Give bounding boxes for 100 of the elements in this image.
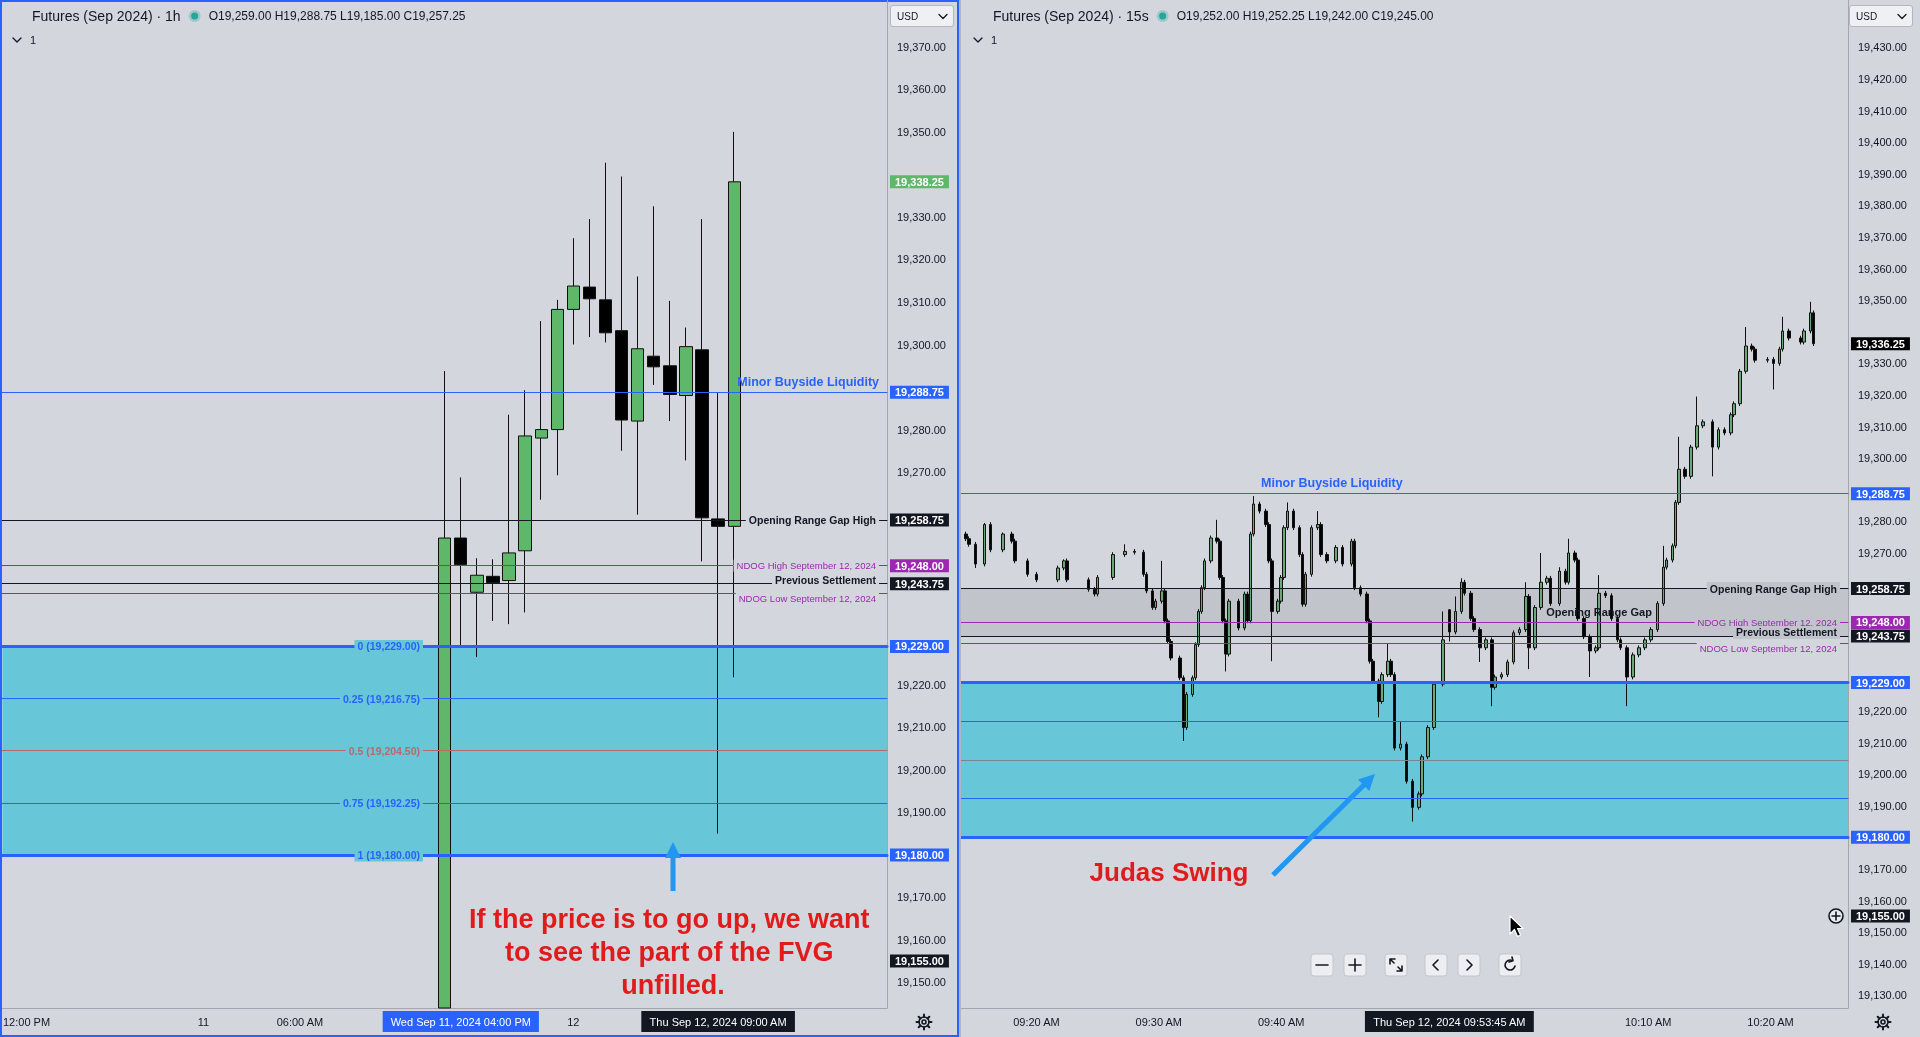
y-tick-label: 19,400.00 bbox=[1858, 136, 1907, 149]
x-tick-label: 12:00 PM bbox=[2, 1015, 51, 1028]
candlestick bbox=[1683, 466, 1687, 480]
ref-line-label: NDOG High September 12, 2024 bbox=[736, 560, 876, 572]
candlestick bbox=[1334, 544, 1338, 564]
text: 19,180.00 bbox=[1856, 831, 1905, 844]
candlestick bbox=[1035, 571, 1038, 583]
candlestick bbox=[1772, 356, 1775, 390]
candlestick bbox=[1209, 535, 1213, 564]
text: 19,155.00 bbox=[895, 955, 944, 967]
text: 19,155.00 bbox=[1856, 910, 1905, 922]
ref-line-label: 0.5 (19,204.50) bbox=[348, 744, 420, 757]
candlestick bbox=[1399, 720, 1402, 751]
x-tick-label: Thu Sep 12, 2024 09:00 AM bbox=[649, 1015, 787, 1028]
annotation: O19,252.00 H19,252.25 L19,242.00 C19,245.00 bbox=[1176, 9, 1434, 23]
candlestick bbox=[535, 320, 548, 501]
candlestick bbox=[1649, 626, 1653, 643]
candlestick bbox=[989, 521, 992, 553]
candlestick bbox=[1426, 724, 1430, 760]
candlestick bbox=[551, 299, 564, 476]
y-tick-label: 19,210.00 bbox=[1858, 736, 1907, 749]
dropdown: USD bbox=[1849, 5, 1913, 27]
candlestick bbox=[1631, 652, 1635, 680]
dropdown: USD bbox=[890, 5, 954, 27]
candlestick bbox=[1549, 575, 1552, 607]
candlestick bbox=[983, 522, 986, 567]
ref-line-label: Opening Range Gap High bbox=[748, 513, 876, 526]
text: 19,338.25 bbox=[895, 175, 944, 188]
candlestick bbox=[1065, 558, 1069, 583]
y-tick-label: 19,300.00 bbox=[897, 338, 946, 351]
candlestick bbox=[486, 558, 500, 622]
y-tick-label: 19,370.00 bbox=[897, 40, 946, 53]
y-tick-label: 19,150.00 bbox=[897, 976, 946, 989]
candlestick bbox=[1744, 326, 1748, 375]
ref-line-label: Previous Settlement bbox=[775, 574, 877, 587]
candlestick bbox=[1717, 426, 1720, 450]
candlestick bbox=[967, 535, 971, 548]
candlestick bbox=[1133, 548, 1136, 556]
x-tick-label: 09:20 AM bbox=[1013, 1015, 1060, 1028]
candlestick bbox=[1310, 524, 1313, 578]
text: 19,258.75 bbox=[1856, 582, 1905, 595]
y-tick-label: 19,130.00 bbox=[1858, 989, 1907, 1002]
text: 19,288.75 bbox=[1856, 487, 1905, 500]
y-tick-label: 19,220.00 bbox=[897, 678, 946, 691]
candlestick bbox=[1558, 566, 1561, 607]
y-tick-label: 19,190.00 bbox=[897, 806, 946, 819]
candlestick bbox=[1478, 626, 1482, 663]
candlestick bbox=[1341, 544, 1344, 567]
ref-line-label: Opening Range Gap High bbox=[1709, 582, 1837, 595]
candlestick bbox=[1625, 644, 1629, 707]
y-tick-label: 19,140.00 bbox=[1858, 957, 1907, 970]
y-tick-label: 19,200.00 bbox=[897, 763, 946, 776]
text: 19,243.75 bbox=[895, 577, 944, 590]
candlestick bbox=[631, 275, 644, 516]
candlestick bbox=[695, 218, 709, 562]
candlestick bbox=[1753, 346, 1757, 364]
y-tick-label: 19,150.00 bbox=[1858, 926, 1907, 939]
ref-line-label: NDOG Low September 12, 2024 bbox=[738, 592, 876, 604]
candlestick bbox=[1533, 604, 1537, 651]
candlestick bbox=[1026, 558, 1029, 578]
y-tick-label: 19,390.00 bbox=[1858, 167, 1907, 180]
y-tick-label: 19,280.00 bbox=[897, 423, 946, 436]
annotation: If the price is to go up, we want to see the part of the FVG unfilled. bbox=[468, 903, 878, 1000]
y-tick-label: 19,210.00 bbox=[897, 721, 946, 734]
candlestick bbox=[1506, 659, 1509, 678]
y-tick-label: 19,360.00 bbox=[1858, 262, 1907, 275]
y-tick-label: 19,360.00 bbox=[897, 83, 946, 96]
annotation: Judas Swing bbox=[1089, 857, 1249, 887]
y-tick-label: 19,320.00 bbox=[897, 253, 946, 266]
candlestick bbox=[1056, 565, 1060, 583]
y-tick-label: 19,350.00 bbox=[1858, 294, 1907, 307]
text: 19,229.00 bbox=[895, 640, 944, 653]
y-tick-label: 19,170.00 bbox=[1858, 862, 1907, 875]
y-tick-label: 19,220.00 bbox=[1858, 704, 1907, 717]
candlestick bbox=[502, 414, 516, 625]
candlestick bbox=[1237, 598, 1240, 631]
text: 19,248.00 bbox=[895, 559, 944, 572]
y-tick-label: 19,160.00 bbox=[1858, 894, 1907, 907]
candlestick bbox=[470, 557, 484, 658]
candlestick bbox=[1432, 681, 1436, 731]
x-tick-label: 09:30 AM bbox=[1135, 1015, 1183, 1028]
ref-line-label: Minor Buyside Liquidity bbox=[1261, 476, 1403, 491]
candlestick bbox=[679, 326, 693, 461]
y-tick-label: 19,330.00 bbox=[1858, 357, 1907, 370]
candlestick bbox=[1001, 531, 1005, 553]
candlestick bbox=[1518, 626, 1521, 636]
candlestick bbox=[1292, 508, 1295, 531]
candlestick bbox=[1711, 418, 1714, 477]
candlestick bbox=[647, 205, 660, 386]
y-tick-label: 19,280.00 bbox=[1858, 515, 1907, 528]
x-tick-label: 11 bbox=[197, 1015, 210, 1028]
ref-line-label: 0 (19,229.00) bbox=[357, 640, 420, 653]
candlestick bbox=[1111, 551, 1115, 581]
y-tick-label: 19,200.00 bbox=[1858, 768, 1907, 781]
x-tick-label: 12 bbox=[567, 1015, 580, 1028]
annotation: 1 bbox=[991, 34, 998, 46]
candlestick bbox=[438, 370, 451, 1009]
text: Futures (Sep 2024) · 15s bbox=[993, 8, 1149, 24]
y-tick-label: 19,330.00 bbox=[897, 210, 946, 223]
candlestick bbox=[1604, 590, 1607, 599]
